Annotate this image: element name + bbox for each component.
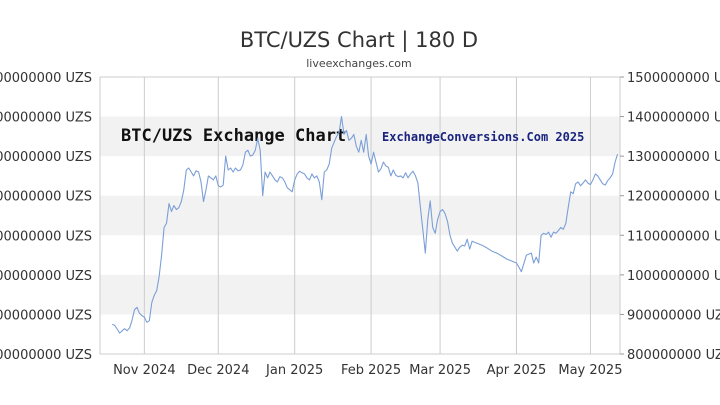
chart-subtitle: liveexchanges.com <box>306 57 411 70</box>
series-line-btc-uzs <box>112 116 619 334</box>
y-axis-left: 800000000 UZS 900000000 UZS 1000000000 UZS… <box>0 71 92 363</box>
y-axis-right: 800000000 UZS 900000000 UZS 1000000000 UZS… <box>620 71 720 363</box>
watermark-left: BTC/UZS Exchange Chart <box>121 126 346 146</box>
month-gridlines <box>143 77 591 354</box>
y-tick-label-right: 1300000000 UZS <box>627 150 720 165</box>
x-tick-label: Mar 2025 <box>409 363 471 378</box>
y-tick-label-right: 1400000000 UZS <box>627 111 720 126</box>
x-tick-label: Jan 2025 <box>265 363 323 378</box>
band <box>100 116 620 157</box>
y-tick-label-right: 1100000000 UZS <box>627 229 720 244</box>
x-tick-label: Nov 2024 <box>113 363 176 378</box>
band <box>100 195 620 236</box>
y-tick-label-right: 900000000 UZS <box>627 308 720 323</box>
x-axis: Nov 2024 Dec 2024 Jan 2025 Feb 2025 Mar 2025… <box>113 363 622 378</box>
y-tick-label-left: 1200000000 UZS <box>0 190 92 205</box>
y-tick-label-right: 800000000 UZS <box>627 348 720 363</box>
x-tick-label: Dec 2024 <box>187 363 249 378</box>
chart-title: BTC/UZS Chart | 180 D <box>240 28 478 53</box>
x-tick-label: May 2025 <box>558 363 622 378</box>
y-tick-label-left: 800000000 UZS <box>0 348 92 363</box>
band <box>100 274 620 315</box>
background-bands <box>100 116 620 315</box>
y-tick-label-left: 1100000000 UZS <box>0 229 92 244</box>
plot-area-border <box>99 76 621 355</box>
y-tick-label-right: 1500000000 UZS <box>627 71 720 86</box>
x-tick-label: Feb 2025 <box>341 363 401 378</box>
y-tick-label-left: 1400000000 UZS <box>0 111 92 126</box>
x-tick-label: Apr 2025 <box>487 363 547 378</box>
watermark-right: ExchangeConversions.Com 2025 <box>382 130 584 144</box>
y-tick-label-right: 1000000000 UZS <box>627 269 720 284</box>
y-tick-label-left: 900000000 UZS <box>0 308 92 323</box>
y-tick-label-left: 1500000000 UZS <box>0 71 92 86</box>
y-tick-label-right: 1200000000 UZS <box>627 190 720 205</box>
y-tick-label-left: 1000000000 UZS <box>0 269 92 284</box>
y-tick-label-left: 1300000000 UZS <box>0 150 92 165</box>
